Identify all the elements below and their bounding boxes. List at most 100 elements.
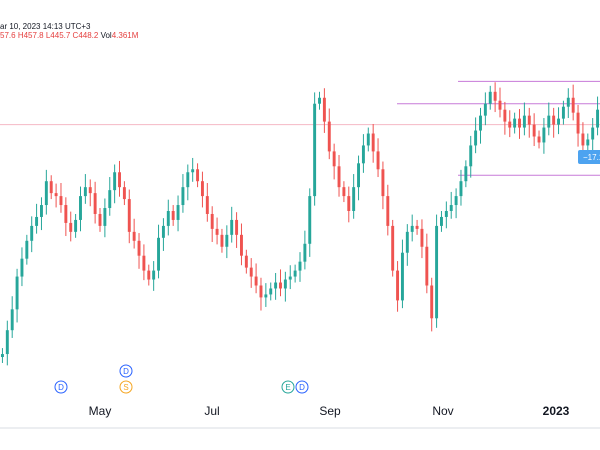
candle[interactable]	[313, 92, 317, 206]
candle[interactable]	[498, 87, 502, 118]
candle[interactable]	[88, 179, 92, 207]
candle[interactable]	[113, 164, 117, 204]
candle[interactable]	[74, 213, 78, 238]
candle[interactable]	[118, 160, 121, 197]
candle[interactable]	[322, 88, 326, 133]
candle[interactable]	[274, 272, 278, 300]
candle[interactable]	[293, 264, 297, 283]
candle[interactable]	[166, 199, 170, 236]
candle[interactable]	[522, 102, 526, 136]
candle[interactable]	[210, 206, 214, 242]
candle[interactable]	[415, 219, 419, 235]
candle[interactable]	[235, 212, 239, 248]
candle[interactable]	[327, 108, 331, 160]
candle[interactable]	[318, 91, 321, 110]
candle[interactable]	[474, 117, 478, 154]
candle[interactable]	[40, 197, 43, 231]
candle[interactable]	[0, 348, 4, 363]
candle[interactable]	[244, 249, 248, 274]
candle[interactable]	[20, 247, 24, 287]
candle[interactable]	[435, 214, 439, 328]
candle[interactable]	[479, 107, 482, 144]
candle[interactable]	[513, 112, 517, 134]
candle[interactable]	[518, 109, 521, 139]
candle[interactable]	[366, 127, 370, 152]
candle[interactable]	[35, 203, 39, 234]
candle[interactable]	[352, 174, 356, 219]
candle[interactable]	[205, 182, 209, 222]
candle[interactable]	[181, 174, 185, 213]
candle[interactable]	[576, 104, 580, 147]
candle[interactable]	[400, 239, 404, 309]
candle[interactable]	[157, 224, 160, 279]
candle[interactable]	[425, 233, 429, 294]
candle[interactable]	[376, 138, 380, 178]
candle[interactable]	[283, 271, 287, 302]
candle[interactable]	[259, 277, 263, 311]
candle[interactable]	[54, 183, 58, 208]
candle[interactable]	[566, 88, 570, 119]
candle[interactable]	[357, 155, 360, 201]
candle[interactable]	[381, 161, 385, 210]
candle[interactable]	[191, 157, 195, 182]
candle[interactable]	[15, 268, 19, 323]
candle[interactable]	[420, 219, 424, 259]
candle[interactable]	[361, 134, 365, 173]
candle[interactable]	[308, 188, 312, 257]
candle[interactable]	[493, 82, 497, 113]
candle[interactable]	[488, 85, 492, 110]
candle[interactable]	[176, 195, 180, 232]
candle[interactable]	[44, 169, 48, 215]
candle[interactable]	[103, 198, 107, 238]
candle[interactable]	[240, 223, 243, 266]
candle[interactable]	[537, 130, 541, 149]
candle[interactable]	[64, 197, 68, 237]
candle[interactable]	[347, 186, 351, 223]
plot-area[interactable]	[0, 80, 600, 366]
candle[interactable]	[396, 261, 400, 312]
candle[interactable]	[132, 218, 136, 249]
candle[interactable]	[459, 169, 463, 206]
candle[interactable]	[225, 225, 229, 259]
candle[interactable]	[571, 84, 575, 121]
candle[interactable]	[230, 206, 234, 243]
candle[interactable]	[557, 107, 560, 135]
candle[interactable]	[527, 107, 531, 138]
candle[interactable]	[200, 171, 204, 208]
candle[interactable]	[30, 216, 34, 253]
candle[interactable]	[405, 224, 409, 266]
candle[interactable]	[137, 233, 141, 269]
event-marker-split[interactable]: S	[119, 380, 133, 394]
event-marker-dividend-3[interactable]: D	[295, 380, 309, 394]
candle[interactable]	[332, 143, 336, 180]
candle[interactable]	[561, 100, 565, 125]
candle[interactable]	[171, 205, 175, 226]
candle[interactable]	[83, 174, 87, 204]
candle[interactable]	[596, 96, 600, 136]
candle[interactable]	[142, 244, 146, 281]
candle[interactable]	[503, 101, 507, 135]
event-marker-dividend-1[interactable]: D	[54, 380, 68, 394]
candle[interactable]	[10, 296, 14, 338]
candle[interactable]	[552, 107, 556, 138]
candle[interactable]	[391, 219, 395, 277]
candle[interactable]	[288, 265, 292, 290]
candle[interactable]	[69, 211, 73, 242]
candle[interactable]	[25, 234, 29, 265]
candle[interactable]	[371, 123, 375, 163]
event-marker-dividend-2[interactable]: D	[119, 364, 133, 378]
candle[interactable]	[444, 201, 448, 229]
candle[interactable]	[279, 269, 282, 297]
candle[interactable]	[264, 283, 268, 307]
candle[interactable]	[440, 211, 443, 232]
candle[interactable]	[186, 164, 190, 201]
candle[interactable]	[386, 184, 390, 236]
candle[interactable]	[152, 261, 156, 291]
candle[interactable]	[161, 218, 165, 251]
candle[interactable]	[337, 154, 341, 197]
candle[interactable]	[254, 263, 258, 294]
candle[interactable]	[147, 264, 151, 286]
candle[interactable]	[220, 228, 224, 253]
candle[interactable]	[547, 102, 551, 136]
